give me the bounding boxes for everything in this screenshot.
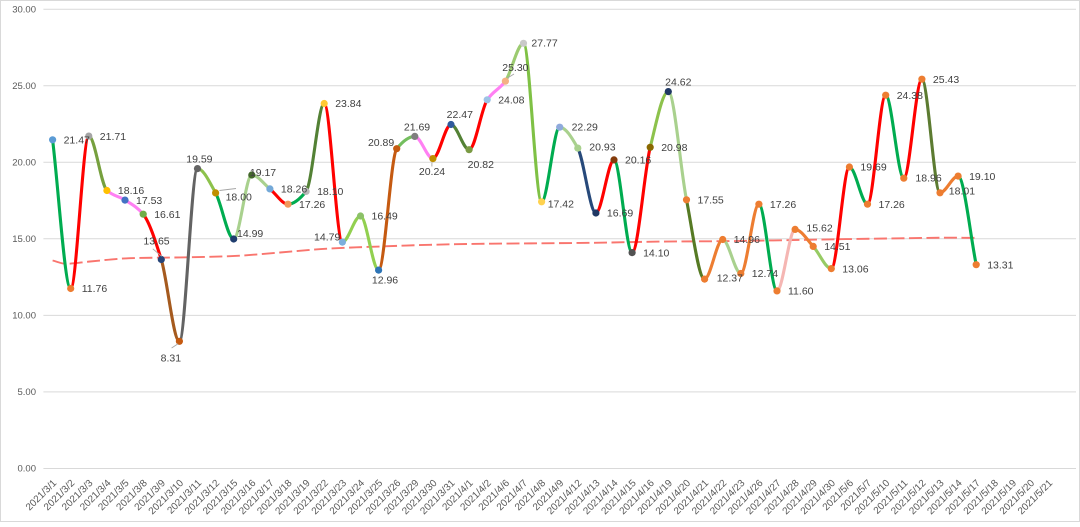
svg-text:22.47: 22.47 — [447, 109, 473, 121]
svg-text:24.38: 24.38 — [897, 90, 923, 102]
svg-text:12.96: 12.96 — [372, 275, 398, 287]
svg-text:20.89: 20.89 — [368, 137, 394, 149]
svg-text:20.82: 20.82 — [468, 159, 494, 171]
svg-text:13.06: 13.06 — [842, 263, 868, 275]
svg-text:30.00: 30.00 — [12, 4, 36, 15]
svg-text:19.69: 19.69 — [860, 162, 886, 174]
svg-text:20.24: 20.24 — [419, 166, 445, 178]
svg-text:14.99: 14.99 — [237, 228, 263, 240]
svg-text:24.62: 24.62 — [665, 76, 691, 88]
svg-text:24.08: 24.08 — [498, 95, 524, 107]
svg-text:20.16: 20.16 — [625, 155, 651, 167]
svg-text:15.62: 15.62 — [806, 223, 832, 235]
svg-text:14.96: 14.96 — [734, 234, 760, 246]
svg-text:18.96: 18.96 — [915, 173, 941, 185]
svg-text:21.47: 21.47 — [64, 135, 90, 147]
svg-text:27.77: 27.77 — [531, 38, 557, 50]
svg-text:21.71: 21.71 — [100, 131, 126, 143]
svg-text:17.53: 17.53 — [136, 195, 162, 207]
svg-text:25.00: 25.00 — [12, 81, 36, 92]
svg-text:19.10: 19.10 — [969, 171, 995, 183]
svg-text:25.43: 25.43 — [933, 74, 959, 86]
svg-text:14.79: 14.79 — [314, 232, 340, 244]
svg-text:17.26: 17.26 — [299, 199, 325, 211]
svg-text:13.65: 13.65 — [143, 236, 169, 248]
svg-text:17.42: 17.42 — [548, 199, 574, 211]
svg-text:20.98: 20.98 — [661, 142, 687, 154]
svg-text:19.59: 19.59 — [186, 153, 212, 165]
svg-text:16.69: 16.69 — [607, 208, 633, 220]
svg-text:14.10: 14.10 — [643, 247, 669, 259]
svg-text:11.60: 11.60 — [788, 286, 814, 298]
svg-text:17.55: 17.55 — [698, 195, 724, 207]
svg-text:10.00: 10.00 — [12, 311, 36, 322]
svg-text:23.84: 23.84 — [335, 98, 361, 110]
svg-text:16.49: 16.49 — [372, 211, 398, 223]
svg-text:19.17: 19.17 — [250, 167, 276, 179]
svg-text:20.93: 20.93 — [589, 141, 615, 153]
svg-text:14.51: 14.51 — [824, 241, 850, 253]
svg-text:5.00: 5.00 — [18, 387, 37, 398]
svg-text:11.76: 11.76 — [82, 283, 108, 295]
svg-text:25.30: 25.30 — [502, 62, 528, 74]
svg-text:18.01: 18.01 — [949, 186, 975, 198]
svg-text:8.31: 8.31 — [161, 353, 182, 365]
svg-text:22.29: 22.29 — [572, 121, 598, 133]
svg-text:16.61: 16.61 — [154, 209, 180, 221]
svg-text:18.10: 18.10 — [317, 186, 343, 198]
svg-text:0.00: 0.00 — [18, 464, 37, 475]
svg-text:21.69: 21.69 — [404, 122, 430, 134]
svg-text:18.16: 18.16 — [118, 185, 144, 197]
svg-text:12.74: 12.74 — [752, 268, 778, 280]
svg-text:18.00: 18.00 — [226, 191, 252, 203]
svg-text:12.37: 12.37 — [717, 273, 743, 285]
svg-text:18.26: 18.26 — [281, 184, 307, 196]
svg-text:20.00: 20.00 — [12, 158, 36, 169]
svg-text:13.31: 13.31 — [987, 259, 1013, 271]
svg-text:15.00: 15.00 — [12, 234, 36, 245]
svg-text:17.26: 17.26 — [879, 199, 905, 211]
svg-text:17.26: 17.26 — [770, 199, 796, 211]
